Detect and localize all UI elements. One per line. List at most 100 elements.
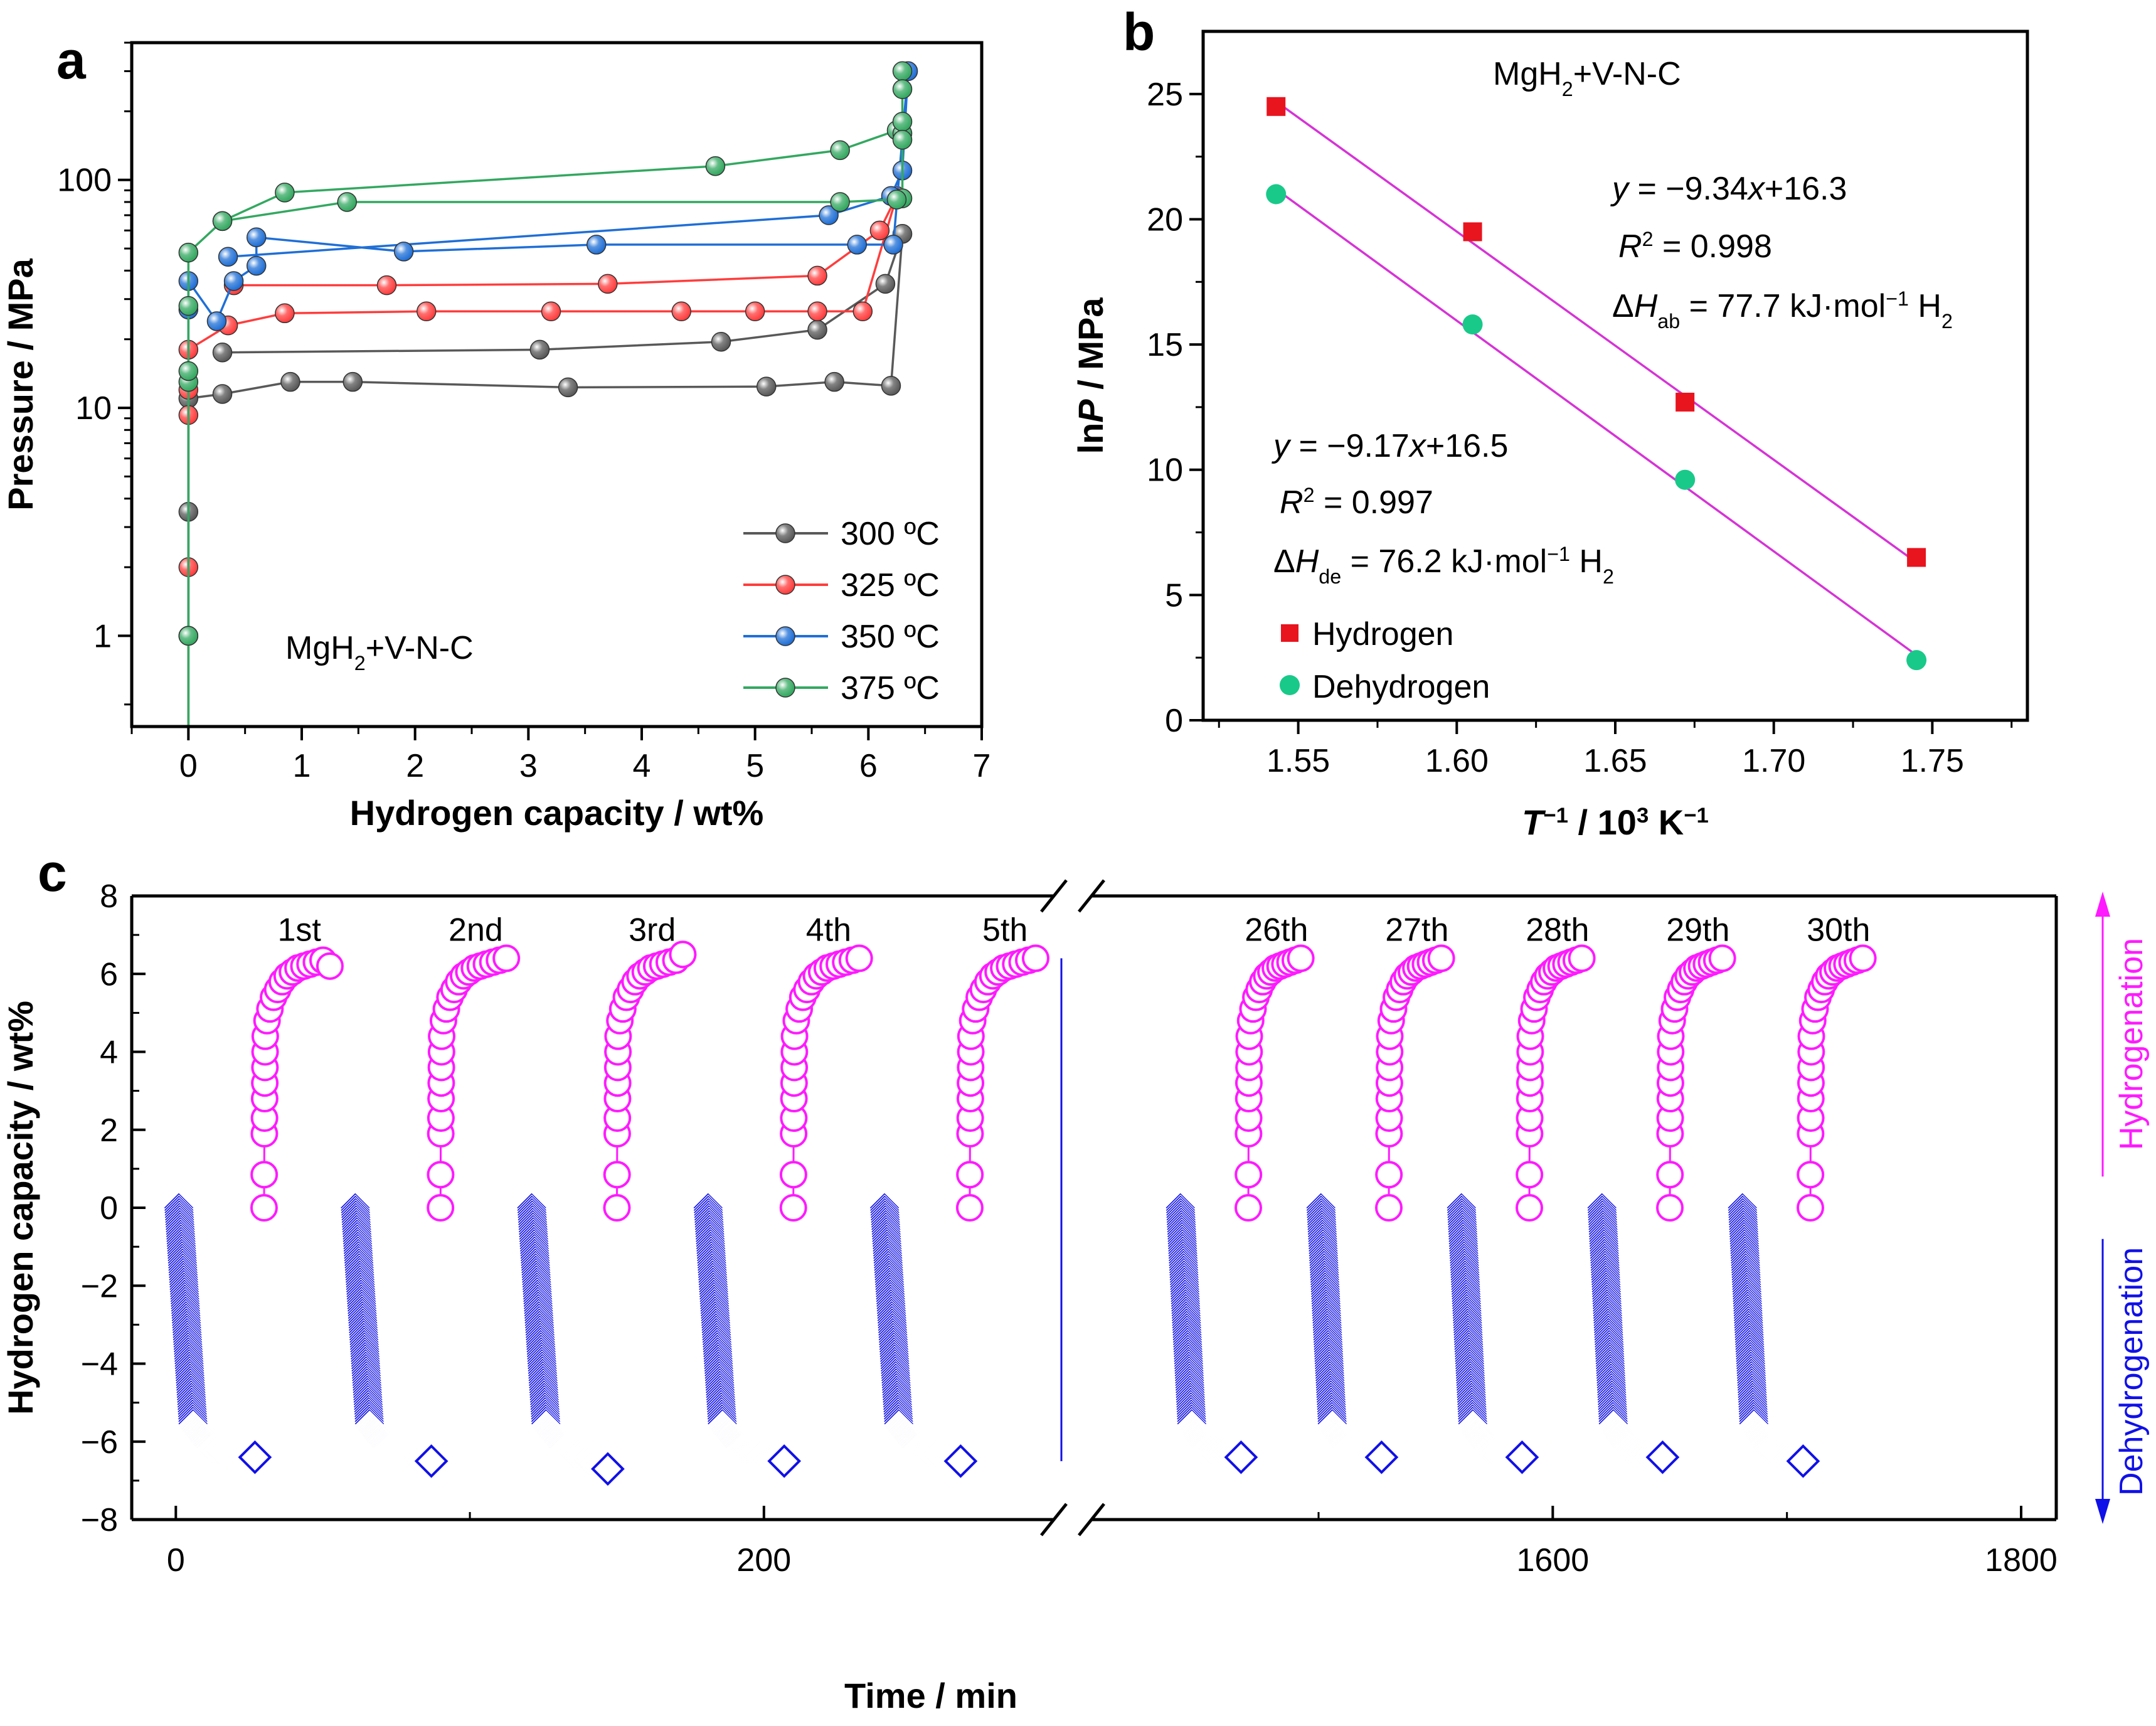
- axis-break-mark: [1040, 879, 1068, 913]
- dehydrogenation-side-label: Dehydrogenation: [2113, 1247, 2150, 1496]
- hydrogenation-point: [1287, 944, 1315, 972]
- hydrogenation-point: [603, 1194, 631, 1222]
- y-tick-label: −6: [81, 1424, 118, 1461]
- data-point: [212, 384, 233, 404]
- x-tick-label: 1.65: [1583, 743, 1647, 779]
- legend-label: 350 ºC: [841, 619, 940, 655]
- data-point: [671, 301, 691, 322]
- data-point: [1906, 650, 1927, 671]
- plot-frame: [130, 41, 984, 728]
- dehydrogenation-point: [1645, 1440, 1680, 1474]
- dehydrogenation-point: [1224, 1440, 1258, 1474]
- legend-marker: [1281, 624, 1298, 642]
- x-tick-label: 1.60: [1425, 743, 1489, 779]
- legend-marker: [775, 678, 795, 698]
- hydrogenation-point: [956, 1161, 984, 1189]
- dehydrogenation-point: [591, 1452, 625, 1486]
- x-tick-label: 0: [167, 1542, 185, 1579]
- data-point: [807, 319, 827, 340]
- hydrogenation-point: [1849, 944, 1877, 972]
- dehydrogenation-point: [238, 1440, 272, 1474]
- data-point: [178, 242, 199, 263]
- cycle-label: 5th: [982, 912, 1028, 948]
- data-point: [1675, 392, 1695, 412]
- hydrogenation-point: [1656, 1194, 1684, 1222]
- legend-label: 300 ºC: [841, 516, 940, 552]
- hydrogenation-side-label: Hydrogenation: [2113, 938, 2150, 1150]
- y-tick-label: 25: [1147, 77, 1183, 113]
- hydrogenation-point: [1797, 1194, 1824, 1222]
- hydrogenation-point: [1235, 1161, 1263, 1189]
- data-point: [745, 301, 765, 322]
- hydrogenation-point: [250, 1194, 278, 1222]
- data-point: [586, 235, 607, 255]
- fit-equation-hydrogen: y = −9.34x+16.3: [1610, 171, 1847, 207]
- data-point: [886, 189, 907, 210]
- hydrogenation-point: [1235, 1194, 1262, 1222]
- x-tick-label: 7: [973, 748, 991, 784]
- hydrogenation-arrowhead: [2095, 892, 2110, 917]
- data-point: [246, 255, 267, 276]
- x-axis-label: Hydrogen capacity / wt%: [350, 793, 764, 833]
- x-tick-label: 200: [736, 1542, 791, 1579]
- x-tick-label: 1800: [1985, 1542, 2058, 1579]
- data-point: [218, 247, 238, 267]
- y-axis-label: Pressure / MPa: [1, 258, 40, 510]
- data-point: [883, 235, 903, 255]
- data-point: [852, 301, 873, 322]
- fit-equation-dehydrogen: y = −9.17x+16.5: [1272, 428, 1508, 464]
- hydrogenation-point: [955, 1194, 984, 1222]
- fit-r2-hydrogen: R2 = 0.998: [1618, 228, 1772, 265]
- y-tick-label: 0: [100, 1190, 118, 1227]
- y-tick-label: 10: [1147, 452, 1183, 489]
- y-tick-label: 5: [1165, 577, 1183, 614]
- data-point: [875, 274, 896, 294]
- x-tick-label: 5: [746, 748, 764, 784]
- dehydrogenation-point: [1364, 1440, 1399, 1474]
- panel-label-b: b: [1123, 3, 1155, 61]
- axis-break-mark: [1078, 879, 1105, 913]
- legend-label: Hydrogen: [1312, 616, 1453, 653]
- fit-line: [1275, 100, 1918, 563]
- cycle-label: 28th: [1526, 912, 1589, 948]
- annotation-text: MgH2+V-N-C: [285, 630, 474, 674]
- hydrogenation-point: [427, 1194, 455, 1222]
- dehydrogenation-point: [414, 1444, 449, 1478]
- y-tick-label: 4: [100, 1035, 118, 1071]
- y-tick-label: −4: [81, 1346, 118, 1383]
- data-point: [275, 183, 295, 203]
- dehydrogenation-point: [943, 1444, 978, 1478]
- data-point: [1267, 97, 1286, 116]
- legend-marker: [775, 626, 795, 646]
- x-tick-label: 1.70: [1742, 743, 1805, 779]
- cycle-label: 1st: [278, 912, 322, 948]
- hydrogenation-point: [603, 1161, 631, 1189]
- hydrogenation-point: [1797, 1161, 1825, 1189]
- hydrogenation-point: [250, 1161, 279, 1189]
- data-point: [393, 242, 414, 262]
- legend-marker: [775, 575, 795, 595]
- x-tick-label: 1.55: [1267, 743, 1330, 779]
- series-line: [187, 71, 904, 727]
- y-tick-label: 100: [57, 162, 112, 199]
- x-tick-label: 4: [633, 748, 651, 784]
- panel-label-a: a: [56, 31, 87, 90]
- data-point: [178, 626, 199, 646]
- y-tick-label: 0: [1165, 703, 1183, 739]
- fit-dh-dehydrogen: ΔHde = 76.2 kJ·mol−1 H2: [1273, 543, 1614, 588]
- data-point: [705, 156, 726, 176]
- data-point: [892, 61, 913, 82]
- data-point: [892, 79, 913, 99]
- data-point: [206, 311, 227, 331]
- annotation-text: MgH2+V-N-C: [1493, 56, 1681, 100]
- data-point: [847, 235, 868, 255]
- panel-a: a 0 1 2 3 4 5 6 7 1 10 100 300 ºC 325 ºC 350 ºC 375 ºC M…: [1, 31, 990, 833]
- hydrogenation-point: [845, 944, 873, 972]
- legend-label: Dehydrogen: [1312, 669, 1490, 705]
- axis-break-mark: [1040, 1503, 1068, 1537]
- y-tick-label: 15: [1147, 327, 1183, 363]
- hydrogenation-point: [779, 1194, 807, 1222]
- data-point: [892, 130, 913, 150]
- hydrogenation-point: [1375, 1194, 1403, 1222]
- data-point: [807, 265, 827, 286]
